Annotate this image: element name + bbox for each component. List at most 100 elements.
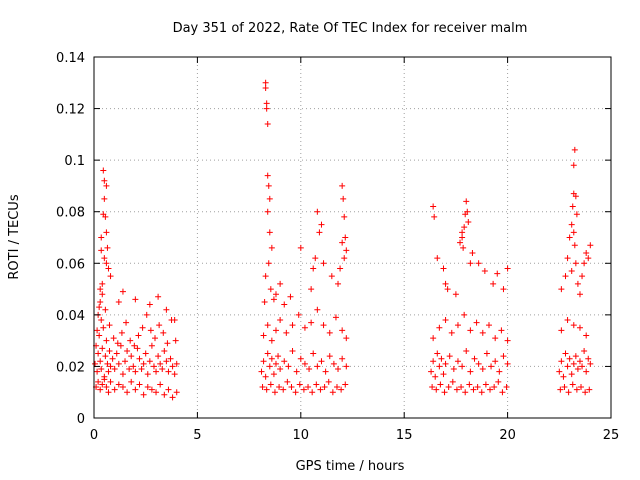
data-point — [433, 386, 440, 393]
data-point — [98, 247, 105, 254]
data-point — [576, 358, 583, 365]
data-point — [585, 355, 592, 362]
data-point — [136, 381, 143, 388]
data-point — [434, 255, 441, 262]
data-point — [103, 260, 110, 267]
data-point — [569, 203, 576, 210]
data-point — [261, 298, 268, 305]
data-point — [297, 355, 304, 362]
data-point — [494, 270, 501, 277]
data-point — [130, 363, 137, 370]
data-point — [430, 358, 437, 365]
data-point — [473, 319, 480, 326]
data-point — [264, 322, 271, 329]
data-point — [107, 363, 114, 370]
data-point — [92, 360, 99, 367]
data-point — [332, 314, 339, 321]
data-point — [340, 195, 347, 202]
data-point — [428, 368, 435, 375]
data-point — [101, 255, 108, 262]
data-point — [570, 229, 577, 236]
data-point — [572, 260, 579, 267]
data-point — [579, 363, 586, 370]
data-point — [576, 324, 583, 331]
data-point — [565, 389, 572, 396]
data-point — [104, 244, 111, 251]
data-point — [475, 360, 482, 367]
data-point — [483, 350, 490, 357]
data-point — [326, 353, 333, 360]
data-point — [504, 265, 511, 272]
data-point — [457, 239, 464, 246]
data-point — [163, 358, 170, 365]
data-point — [144, 384, 151, 391]
data-point — [94, 327, 101, 334]
data-point — [277, 366, 284, 373]
data-point — [99, 280, 106, 287]
data-point — [574, 280, 581, 287]
data-point — [101, 177, 108, 184]
data-point — [475, 260, 482, 267]
data-point — [105, 265, 112, 272]
data-point — [573, 211, 580, 218]
data-point — [172, 337, 179, 344]
data-point — [98, 317, 105, 324]
data-point — [454, 358, 461, 365]
data-point — [343, 247, 350, 254]
data-point — [570, 322, 577, 329]
data-point — [495, 378, 502, 385]
data-point — [131, 342, 138, 349]
data-point — [297, 244, 304, 251]
data-point — [306, 366, 313, 373]
x-tick-label: 20 — [499, 428, 516, 443]
data-point — [263, 100, 270, 107]
axis-tick-labels: 0 5 10 15 20 25 0 0.02 0.04 0.06 0.08 0.1 0.12 0.14 — [56, 51, 619, 443]
data-point — [275, 353, 282, 360]
data-point — [263, 105, 270, 112]
data-point — [460, 244, 467, 251]
data-point — [498, 327, 505, 334]
data-point — [173, 360, 180, 367]
data-point — [343, 363, 350, 370]
data-point — [262, 79, 269, 86]
data-point — [99, 291, 106, 298]
data-point — [310, 350, 317, 357]
data-point — [270, 371, 277, 378]
data-point — [568, 268, 575, 275]
data-point — [490, 280, 497, 287]
data-point — [98, 234, 105, 241]
y-tick-label: 0.06 — [56, 257, 85, 272]
data-point — [571, 242, 578, 249]
data-point — [300, 386, 307, 393]
data-point — [165, 368, 172, 375]
data-point — [95, 378, 102, 385]
data-point — [585, 255, 592, 262]
data-point — [469, 249, 476, 256]
data-point — [272, 291, 279, 298]
x-tick-label: 0 — [90, 428, 98, 443]
data-point — [504, 360, 511, 367]
data-point — [454, 322, 461, 329]
data-point — [293, 368, 300, 375]
data-point — [434, 350, 441, 357]
data-point — [448, 329, 455, 336]
data-point — [564, 255, 571, 262]
data-point — [586, 386, 593, 393]
data-point — [481, 268, 488, 275]
data-point — [335, 280, 342, 287]
data-point — [309, 389, 316, 396]
data-point — [561, 384, 568, 391]
data-point — [466, 381, 473, 388]
data-point — [341, 255, 348, 262]
data-point — [464, 208, 471, 215]
data-point — [272, 327, 279, 334]
data-point — [566, 355, 573, 362]
data-point — [485, 322, 492, 329]
y-tick-label: 0.1 — [64, 154, 85, 169]
data-point — [574, 366, 581, 373]
data-point — [342, 234, 349, 241]
data-point — [459, 363, 466, 370]
data-point — [276, 384, 283, 391]
data-point — [169, 363, 176, 370]
data-point — [98, 366, 105, 373]
